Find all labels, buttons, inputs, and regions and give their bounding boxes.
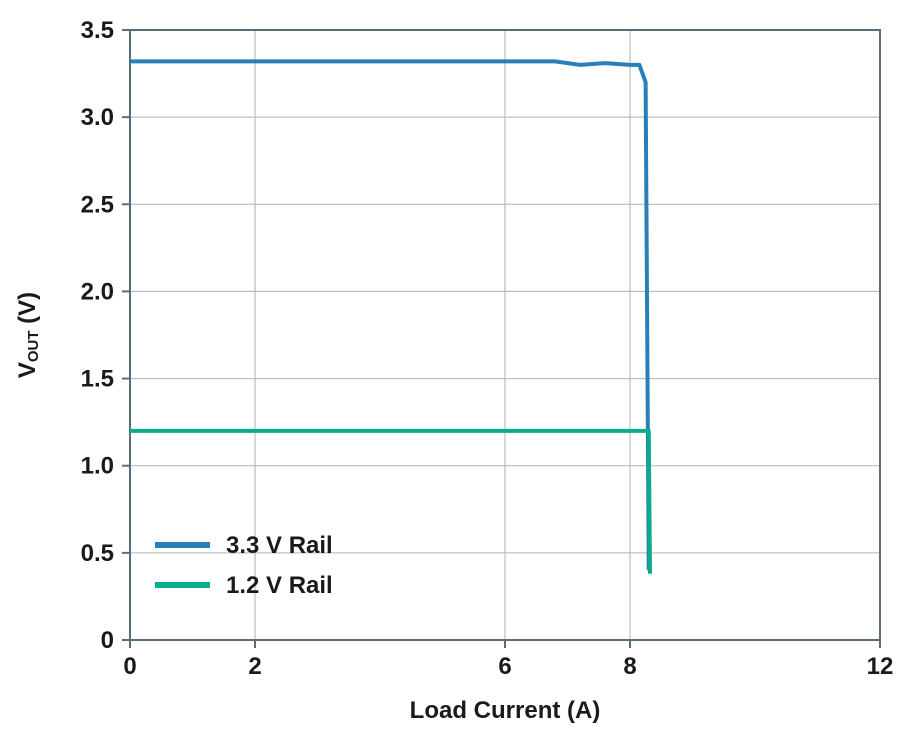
y-tick-label: 0.5 [81,540,114,567]
x-tick-label: 2 [248,653,261,680]
y-tick-label: 3.5 [81,17,114,44]
legend-label: 3.3 V Rail [226,532,333,559]
y-tick-label: 2.5 [81,191,114,218]
line-chart: 0 2 6 8 12 0 0.5 1.0 1.5 2.0 2.5 3.0 3.5 Load Current… [0,0,906,738]
y-tick-label: 2.0 [81,278,114,305]
chart-container: 0 2 6 8 12 0 0.5 1.0 1.5 2.0 2.5 3.0 3.5 Load Current… [0,0,906,738]
x-tick-label: 6 [498,653,511,680]
y-tick-label: 1.5 [81,366,114,393]
x-tick-label: 12 [867,653,894,680]
x-axis-label: Load Current (A) [410,697,601,724]
x-tick-label: 8 [623,653,636,680]
y-tick-label: 3.0 [81,104,114,131]
y-tick-label: 1.0 [81,453,114,480]
y-tick-label: 0 [101,627,114,654]
x-tick-label: 0 [123,653,136,680]
legend-label: 1.2 V Rail [226,572,333,599]
